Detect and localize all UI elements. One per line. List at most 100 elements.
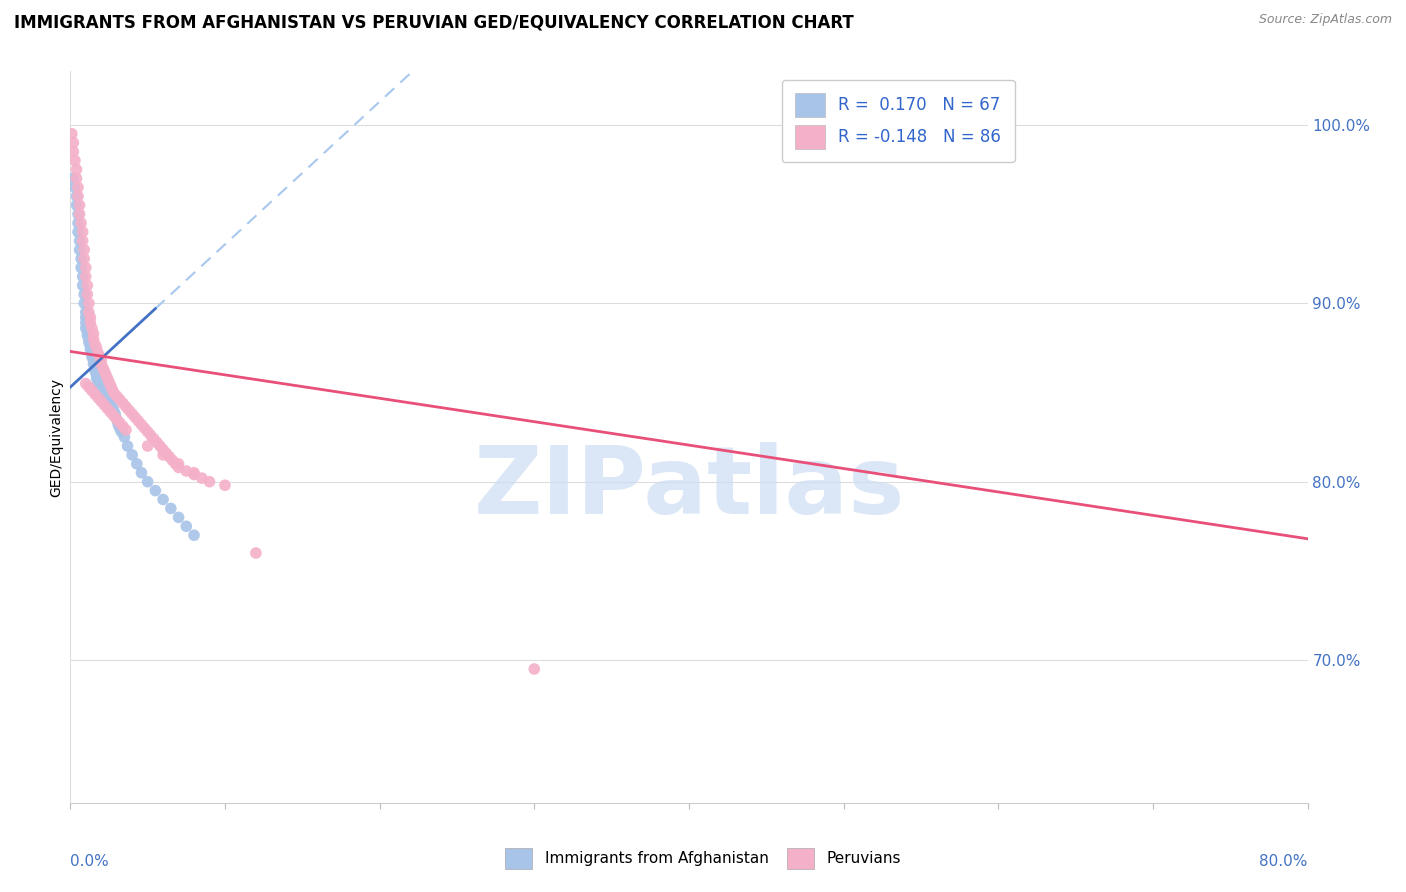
Point <box>108 421 131 435</box>
Point <box>155 446 177 460</box>
Point <box>73 287 96 301</box>
Point <box>93 364 115 378</box>
Point <box>77 335 100 350</box>
Point <box>65 162 87 177</box>
Point <box>69 198 91 212</box>
Point <box>72 278 94 293</box>
Point <box>183 528 205 542</box>
Point <box>134 421 156 435</box>
Point <box>127 414 149 428</box>
Text: 0.0%: 0.0% <box>70 854 110 869</box>
Point <box>77 296 100 310</box>
Y-axis label: GED/Equivalency: GED/Equivalency <box>49 377 63 497</box>
Point <box>73 243 96 257</box>
Point <box>105 389 128 403</box>
Point <box>77 305 100 319</box>
Point <box>75 305 97 319</box>
Point <box>84 360 107 375</box>
Point <box>101 382 124 396</box>
Point <box>77 332 100 346</box>
Point <box>142 432 165 446</box>
Point <box>103 409 125 423</box>
Point <box>86 341 108 355</box>
Point <box>125 457 148 471</box>
Point <box>139 428 162 442</box>
Point <box>167 460 190 475</box>
Point <box>111 419 134 434</box>
Point <box>72 269 94 284</box>
Point <box>103 385 125 400</box>
Point <box>79 316 101 330</box>
Point <box>105 412 128 426</box>
Point <box>98 396 121 410</box>
Point <box>65 198 87 212</box>
Point <box>87 375 110 389</box>
Point <box>80 384 103 398</box>
Text: IMMIGRANTS FROM AFGHANISTAN VS PERUVIAN GED/EQUIVALENCY CORRELATION CHART: IMMIGRANTS FROM AFGHANISTAN VS PERUVIAN … <box>14 13 853 31</box>
Point <box>80 321 103 335</box>
Point <box>183 466 205 480</box>
Point <box>108 392 131 407</box>
Point <box>114 430 136 444</box>
Point <box>86 368 108 382</box>
Point <box>124 410 146 425</box>
Point <box>117 439 139 453</box>
Point <box>198 475 221 489</box>
Point <box>96 401 118 416</box>
Point <box>70 260 93 275</box>
Point <box>103 403 125 417</box>
Point <box>145 483 167 498</box>
Point <box>67 207 90 221</box>
Point <box>82 332 105 346</box>
Point <box>62 171 84 186</box>
Point <box>86 371 108 385</box>
Text: ZIPatlas: ZIPatlas <box>474 442 904 534</box>
Point <box>82 353 105 368</box>
Point <box>100 405 122 419</box>
Point <box>75 316 97 330</box>
Point <box>136 439 159 453</box>
Point <box>72 225 94 239</box>
Point <box>157 450 180 464</box>
Point <box>245 546 267 560</box>
Point <box>90 382 112 396</box>
Point <box>100 398 122 412</box>
Point <box>160 501 183 516</box>
Point <box>75 321 97 335</box>
Point <box>82 357 105 371</box>
Point <box>77 380 100 394</box>
Point <box>80 346 103 360</box>
Point <box>162 453 184 467</box>
Point <box>214 478 236 492</box>
Point <box>69 243 91 257</box>
Point <box>104 407 127 421</box>
Point <box>111 396 134 410</box>
Point <box>79 310 101 325</box>
Point <box>89 376 111 391</box>
Point <box>152 492 174 507</box>
Point <box>63 153 86 168</box>
Point <box>72 234 94 248</box>
Point <box>70 252 93 266</box>
Point <box>75 269 97 284</box>
Point <box>87 373 110 387</box>
Point <box>89 350 111 364</box>
Legend: R =  0.170   N = 67, R = -0.148   N = 86: R = 0.170 N = 67, R = -0.148 N = 86 <box>782 79 1015 161</box>
Point <box>79 343 101 357</box>
Point <box>107 417 129 432</box>
Point <box>121 448 143 462</box>
Point <box>84 337 107 351</box>
Point <box>62 145 84 159</box>
Point <box>118 403 141 417</box>
Point <box>79 339 101 353</box>
Point <box>191 471 214 485</box>
Point <box>105 412 128 426</box>
Point <box>90 357 112 371</box>
Point <box>96 371 118 385</box>
Point <box>90 394 112 409</box>
Point <box>70 216 93 230</box>
Point <box>93 389 115 403</box>
Point <box>80 350 103 364</box>
Point <box>76 287 98 301</box>
Point <box>89 378 111 392</box>
